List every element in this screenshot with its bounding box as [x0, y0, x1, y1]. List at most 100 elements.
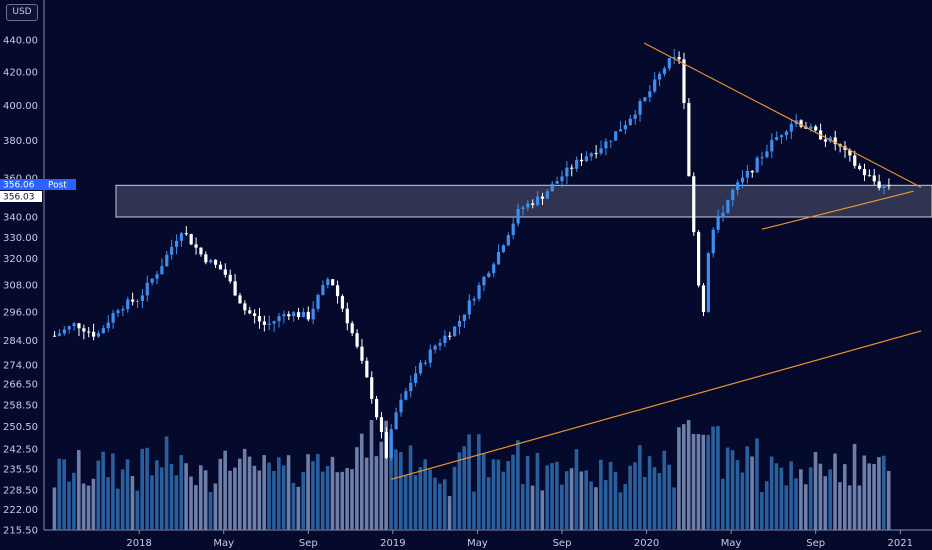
candle-body — [184, 233, 188, 235]
volume-bar — [603, 480, 608, 530]
volume-bar — [760, 492, 764, 530]
volume-bar — [447, 496, 452, 530]
volume-bar — [769, 456, 774, 530]
candle-body — [482, 276, 486, 286]
candle-body — [365, 360, 369, 378]
volume-bar — [516, 440, 520, 530]
currency-button[interactable]: USD — [6, 4, 38, 21]
candle-body — [101, 328, 105, 334]
candle-body — [126, 299, 130, 310]
volume-bar — [847, 485, 852, 530]
volume-bar — [237, 458, 242, 530]
volume-bar — [398, 452, 403, 530]
volume-bar — [477, 434, 481, 530]
volume-bar — [599, 459, 603, 530]
volume-bar — [218, 458, 223, 530]
volume-bar — [135, 490, 140, 530]
candle-body — [633, 114, 637, 119]
candle-body — [775, 137, 779, 140]
candle-body — [628, 118, 632, 126]
y-tick-label: 400.00 — [3, 101, 38, 112]
volume-bar — [677, 427, 681, 530]
volume-bar — [106, 477, 110, 530]
volume-bar — [301, 472, 306, 530]
volume-bar — [184, 463, 188, 530]
volume-bar — [506, 461, 510, 530]
volume-bar — [774, 463, 779, 530]
y-tick-label: 250.50 — [3, 422, 38, 433]
candle-body — [160, 266, 164, 275]
volume-bar — [262, 455, 266, 530]
secondary-price-tag: 356.03 — [0, 191, 42, 203]
volume-bar — [340, 471, 345, 530]
candle-body — [579, 159, 584, 162]
volume-bar — [716, 426, 720, 530]
volume-bar — [223, 450, 227, 530]
candle-body — [779, 135, 784, 138]
candle-body — [389, 429, 393, 458]
volume-bar — [81, 483, 86, 530]
candle-body — [736, 182, 740, 190]
volume-bar — [403, 475, 408, 530]
candle-body — [111, 313, 115, 323]
volume-bar — [877, 457, 881, 530]
x-tick-label: Sep — [299, 538, 318, 549]
candle-body — [814, 126, 818, 131]
volume-bar — [384, 420, 388, 530]
candle-body — [862, 169, 867, 176]
candle-body — [882, 185, 886, 189]
candle-body — [648, 91, 652, 98]
candle-body — [150, 278, 154, 283]
volume-bar — [808, 467, 813, 530]
candle-body — [799, 120, 803, 127]
volume-bar — [198, 465, 203, 530]
volume-bar — [838, 482, 842, 530]
volume-bar — [623, 484, 628, 530]
volume-bar — [67, 481, 71, 530]
volume-bar — [555, 461, 559, 530]
volume-bar — [750, 456, 754, 530]
volume-bar — [882, 455, 886, 530]
volume-bar — [189, 476, 193, 530]
candle-body — [770, 139, 774, 152]
volume-bar — [696, 434, 701, 530]
volume-bar — [164, 436, 169, 530]
volume-bar — [721, 478, 725, 530]
volume-bar — [101, 451, 105, 530]
candle-body — [789, 124, 793, 132]
secondary-price-value: 356.03 — [3, 193, 35, 203]
volume-bar — [764, 481, 769, 530]
volume-bar — [306, 454, 310, 530]
y-tick-label: 215.50 — [3, 526, 38, 537]
candle-body — [414, 373, 418, 383]
candle-body — [131, 299, 135, 302]
volume-bar — [628, 465, 632, 530]
candle-body — [706, 253, 710, 313]
candle-body — [335, 285, 340, 297]
volume-bar — [706, 434, 710, 530]
volume-bar — [789, 461, 793, 530]
volume-bar — [438, 483, 442, 530]
candle-body — [453, 326, 457, 337]
candle-body — [52, 335, 57, 337]
candle-body — [296, 312, 301, 318]
candle-body — [711, 229, 715, 254]
volume-bar — [842, 464, 847, 530]
volume-bar — [291, 482, 296, 530]
candle-body — [170, 246, 174, 255]
x-tick-label: Sep — [806, 538, 825, 549]
volume-bar — [672, 487, 676, 530]
volume-bar — [857, 485, 862, 530]
volume-bar — [886, 470, 891, 530]
volume-bar — [662, 450, 667, 530]
volume-bar — [62, 459, 66, 530]
volume-bar — [140, 448, 144, 530]
y-tick-label: 235.50 — [3, 465, 38, 476]
candle-body — [887, 185, 891, 187]
candle-body — [516, 208, 520, 224]
candle-body — [145, 282, 149, 296]
volume-bar — [296, 486, 301, 530]
candle-body — [570, 167, 574, 169]
volume-bar — [76, 450, 81, 530]
